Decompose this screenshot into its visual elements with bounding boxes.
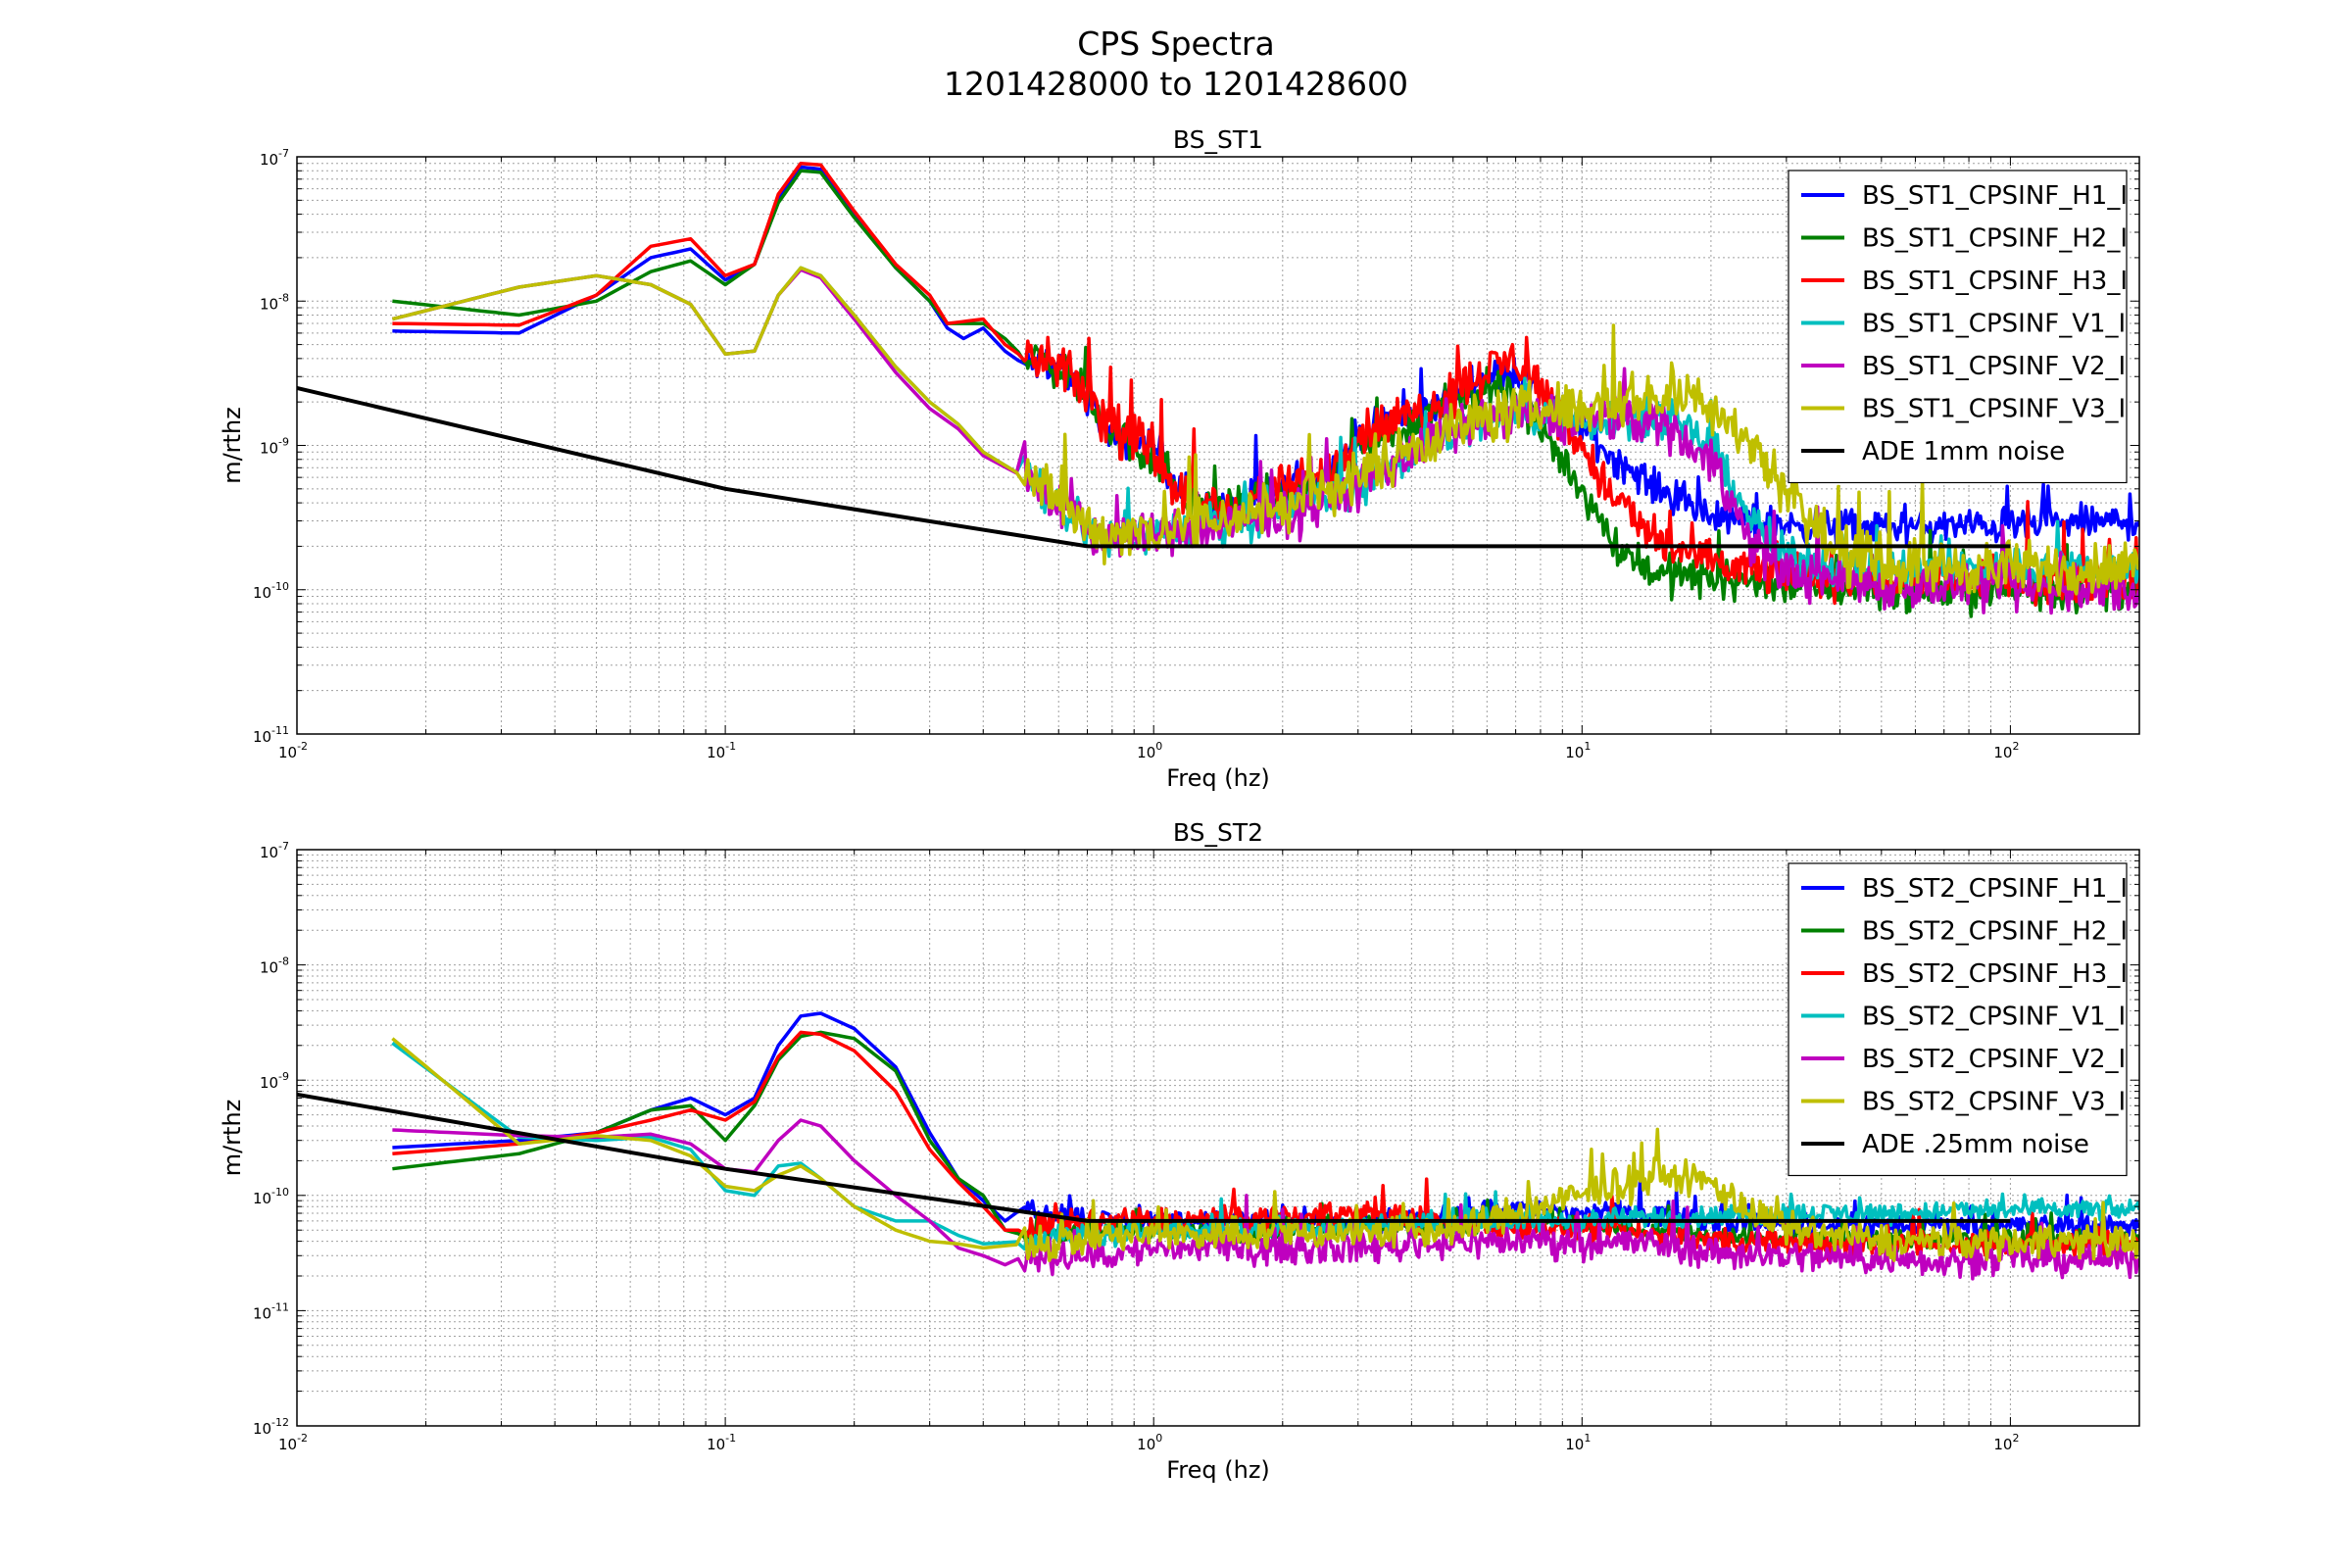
x-axis-label: Freq (hz) (1166, 1456, 1270, 1484)
legend-label: BS_ST1_CPSINF_V3_I (1862, 395, 2126, 424)
y-tick-label: 10-12 (253, 1416, 289, 1438)
y-tick-label: 10-11 (253, 724, 289, 746)
x-tick-label: 101 (1565, 1432, 1591, 1453)
x-tick-label: 102 (1993, 1432, 2019, 1453)
plot-frame (296, 849, 2140, 1427)
ticks (296, 156, 2140, 735)
legend-box (1788, 170, 2128, 484)
figure-subtitle: 1201428000 to 1201428600 (943, 65, 1409, 103)
x-tick-label: 10-1 (707, 1432, 736, 1453)
panel-title: BS_ST2 (1173, 818, 1263, 847)
x-tick-label: 100 (1137, 1432, 1162, 1453)
legend-label: BS_ST2_CPSINF_H2_I (1862, 917, 2128, 947)
legend-label: BS_ST2_CPSINF_V3_I (1862, 1088, 2126, 1117)
chart-panel-1: 10-2 10-1 100 101 102 10-11 10-10 10-9 10-8 10-7 B… (219, 125, 2140, 792)
x-tick-label: 10-1 (707, 740, 736, 761)
y-tick-label: 10-10 (253, 1186, 289, 1207)
x-tick-label: 101 (1565, 740, 1591, 761)
legend-label: BS_ST1_CPSINF_H2_I (1862, 224, 2128, 254)
x-tick-label: 10-2 (278, 1432, 308, 1453)
series-line-bs-st1-cpsinf-v3-i (391, 266, 2139, 597)
x-tick-label: 10-2 (278, 740, 308, 761)
ticks (296, 849, 2140, 1427)
series-line-bs-st2-cpsinf-v3-i (391, 1037, 2139, 1263)
legend-label: BS_ST1_CPSINF_V2_I (1862, 352, 2126, 381)
y-tick-label: 10-7 (260, 840, 289, 861)
panel-title: BS_ST1 (1173, 125, 1263, 154)
legend-label: ADE 1mm noise (1862, 437, 2065, 466)
x-axis-label: Freq (hz) (1166, 764, 1270, 792)
legend-label: BS_ST1_CPSINF_H1_I (1862, 181, 2128, 211)
y-tick-label: 10-11 (253, 1300, 289, 1322)
series-line-ade-25mm-noise (297, 1092, 2011, 1223)
y-axis-label: m/rthz (219, 407, 246, 484)
legend-label: BS_ST2_CPSINF_H1_I (1862, 874, 2128, 904)
series-line-ade-1mm-noise (297, 385, 2011, 549)
y-tick-label: 10-9 (260, 1070, 289, 1092)
y-tick-label: 10-9 (260, 436, 289, 458)
legend-label: BS_ST1_CPSINF_H3_I (1862, 267, 2128, 296)
series-line-bs-st2-cpsinf-v2-i (392, 1118, 2139, 1281)
chart-panel-2: 10-2 10-1 100 101 102 10-12 10-11 10-10 10-9 10-8… (219, 818, 2140, 1484)
y-axis-label: m/rthz (219, 1100, 246, 1177)
x-tick-label: 100 (1137, 740, 1162, 761)
figure-title: CPS Spectra (1077, 24, 1275, 63)
legend-label: BS_ST1_CPSINF_V1_I (1862, 310, 2126, 339)
legend-label: BS_ST2_CPSINF_H3_I (1862, 959, 2128, 989)
series-lines (297, 1011, 2139, 1281)
legend: BS_ST1_CPSINF_H1_I BS_ST1_CPSINF_H2_I BS_S… (1788, 170, 2128, 484)
legend-label: ADE .25mm noise (1862, 1130, 2089, 1159)
legend-box (1788, 862, 2128, 1177)
x-tick-label: 102 (1993, 740, 2019, 761)
y-tick-label: 10-10 (253, 580, 289, 602)
legend-label: BS_ST2_CPSINF_V2_I (1862, 1045, 2126, 1074)
y-tick-label: 10-7 (260, 147, 289, 169)
series-lines (297, 161, 2139, 618)
y-tick-label: 10-8 (260, 956, 289, 977)
legend-label: BS_ST2_CPSINF_V1_I (1862, 1003, 2126, 1032)
y-tick-label: 10-8 (260, 291, 289, 313)
legend: BS_ST2_CPSINF_H1_I BS_ST2_CPSINF_H2_I BS_S… (1788, 862, 2128, 1177)
